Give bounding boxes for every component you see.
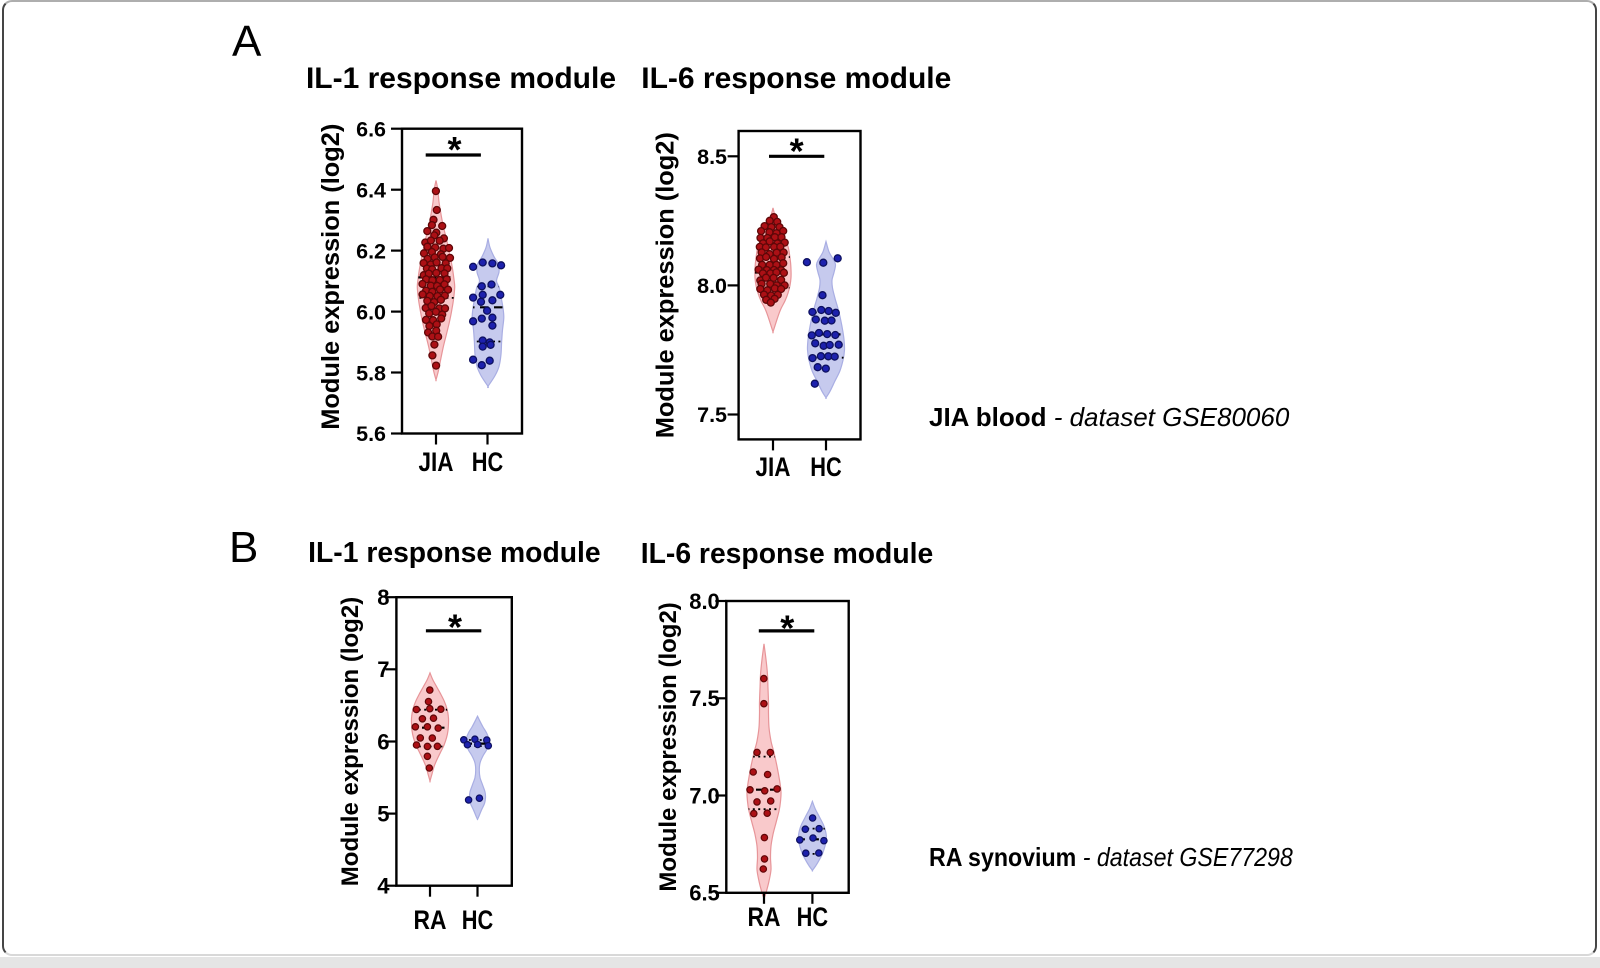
svg-text:*: * <box>447 129 461 170</box>
svg-text:6.4: 6.4 <box>356 178 386 202</box>
svg-text:JIA: JIA <box>756 452 791 482</box>
svg-text:IL-1 response module: IL-1 response module <box>306 62 616 95</box>
svg-text:8.5: 8.5 <box>697 145 727 169</box>
svg-text:*: * <box>780 607 794 648</box>
svg-text:7.5: 7.5 <box>697 403 727 427</box>
svg-text:7: 7 <box>377 657 389 682</box>
svg-text:RA: RA <box>414 905 447 935</box>
svg-text:7.5: 7.5 <box>689 686 720 711</box>
svg-text:5.8: 5.8 <box>356 361 386 385</box>
svg-text:5.6: 5.6 <box>356 422 386 446</box>
svg-text:IL-6 response module: IL-6 response module <box>641 537 933 569</box>
svg-text:5: 5 <box>377 802 389 827</box>
svg-text:JIA blood - dataset GSE80060: JIA blood - dataset GSE80060 <box>929 402 1290 432</box>
svg-text:RA synovium - dataset GSE77298: RA synovium - dataset GSE77298 <box>929 844 1293 872</box>
svg-text:8: 8 <box>377 585 389 610</box>
svg-text:6: 6 <box>377 729 389 754</box>
svg-text:Module expression (log2): Module expression (log2) <box>317 124 345 430</box>
svg-text:IL-6 response module: IL-6 response module <box>641 62 951 95</box>
svg-text:6.2: 6.2 <box>356 239 386 263</box>
svg-text:Module expression (log2): Module expression (log2) <box>655 602 682 891</box>
svg-text:JIA: JIA <box>419 447 454 477</box>
svg-text:IL-1 response module: IL-1 response module <box>308 536 600 568</box>
svg-text:*: * <box>790 131 804 172</box>
svg-text:8.0: 8.0 <box>697 274 727 298</box>
svg-text:7.0: 7.0 <box>689 784 720 809</box>
svg-text:HC: HC <box>472 447 504 477</box>
svg-text:Module expression (log2): Module expression (log2) <box>652 132 680 438</box>
svg-text:Module expression (log2): Module expression (log2) <box>337 597 364 886</box>
svg-text:6.5: 6.5 <box>689 881 720 906</box>
svg-text:B: B <box>229 523 258 572</box>
svg-text:4: 4 <box>377 874 390 899</box>
svg-text:6.6: 6.6 <box>356 117 386 141</box>
svg-text:6.0: 6.0 <box>356 300 386 324</box>
svg-text:*: * <box>448 607 462 648</box>
svg-text:A: A <box>232 17 262 66</box>
svg-text:HC: HC <box>810 452 842 482</box>
svg-text:RA: RA <box>748 902 781 932</box>
svg-text:HC: HC <box>797 902 829 932</box>
svg-text:8.0: 8.0 <box>689 589 720 614</box>
svg-text:HC: HC <box>462 905 494 935</box>
